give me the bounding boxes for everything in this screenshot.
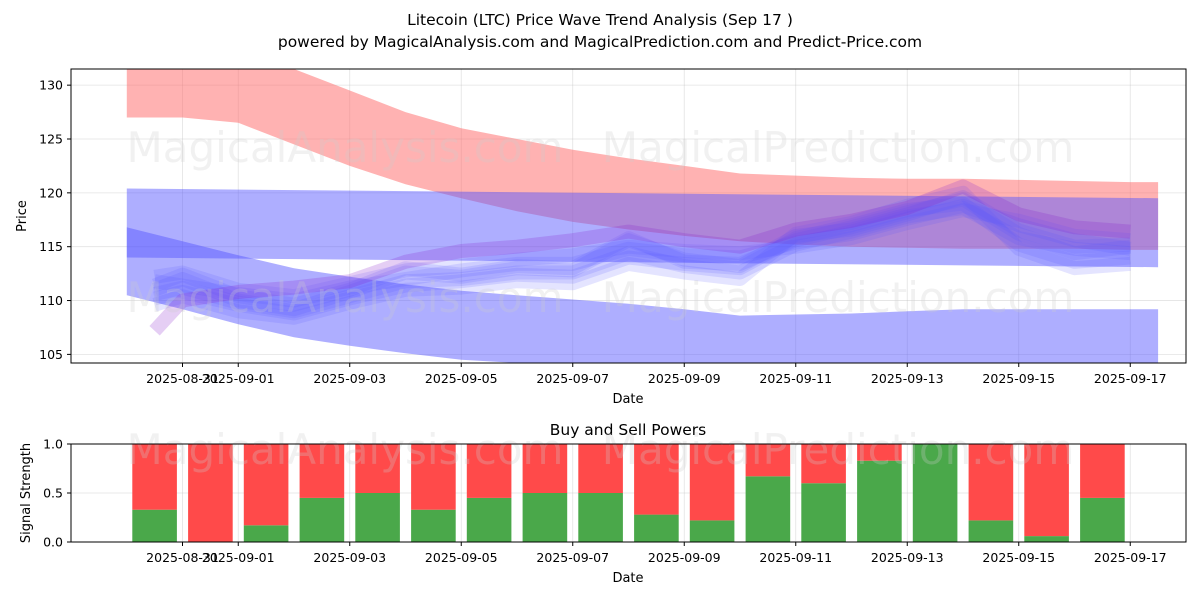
buy-bar xyxy=(634,514,679,542)
sell-bar xyxy=(132,444,177,510)
watermark-analysis-mid: MagicalAnalysis.com xyxy=(127,273,564,322)
buy-bar xyxy=(912,444,958,542)
signal-x-tick-label: 2025-08-31 xyxy=(146,550,219,565)
buy-bar xyxy=(299,497,345,542)
buy-bar xyxy=(522,493,568,542)
signal-x-axis-label: Date xyxy=(612,571,643,586)
signal-y-tick-label: 0.5 xyxy=(43,486,63,501)
buy-bar xyxy=(1024,536,1069,542)
buy-bar xyxy=(466,497,512,542)
price-x-tick-label: 2025-09-09 xyxy=(648,371,721,386)
price-x-tick-label: 2025-09-15 xyxy=(982,371,1055,386)
price-y-tick-label: 120 xyxy=(39,185,63,200)
signal-x-tick-label: 2025-09-03 xyxy=(313,550,386,565)
watermark-prediction-mid: MagicalPrediction.com xyxy=(602,273,1075,322)
buy-bar xyxy=(578,493,623,542)
sell-bar xyxy=(801,444,846,484)
signal-x-tick-label: 2025-09-07 xyxy=(536,550,609,565)
watermark-analysis-top: MagicalAnalysis.com xyxy=(127,123,564,172)
signal-y-tick-label: 1.0 xyxy=(43,437,63,452)
price-wave-line-6 xyxy=(152,192,1132,312)
price-x-tick-label: 2025-08-31 xyxy=(146,371,219,386)
sell-bar xyxy=(243,444,289,526)
buy-bar xyxy=(968,520,1014,542)
signal-y-tick-label: 0.0 xyxy=(43,535,63,550)
signal-x-tick-label: 2025-09-09 xyxy=(648,550,721,565)
sell-bar xyxy=(522,444,568,493)
price-plot-frame xyxy=(70,68,1187,364)
signal-x-tick-label: 2025-09-05 xyxy=(425,550,498,565)
price-band-3 xyxy=(126,227,1159,363)
buy-bar xyxy=(355,493,400,542)
sell-bar xyxy=(355,444,400,493)
price-x-tick-label: 2025-09-13 xyxy=(871,371,944,386)
buy-bar xyxy=(801,483,846,542)
buy-bar xyxy=(1080,497,1125,542)
sell-bar xyxy=(299,444,345,498)
price-wave-line-1 xyxy=(152,190,1131,317)
signal-x-tick-label: 2025-09-15 xyxy=(982,550,1055,565)
price-x-tick-label: 2025-09-17 xyxy=(1094,371,1167,386)
buy-bar xyxy=(243,525,289,542)
sell-bar xyxy=(857,444,902,461)
price-y-axis-label: Price xyxy=(15,200,30,232)
signal-x-tick-label: 2025-09-01 xyxy=(202,550,275,565)
buy-bar xyxy=(857,460,902,542)
sell-bar xyxy=(411,444,456,510)
price-wave-line-4 xyxy=(153,203,1131,304)
signal-x-tick-label: 2025-09-11 xyxy=(759,550,832,565)
price-y-tick-label: 125 xyxy=(39,132,63,147)
price-panel: MagicalAnalysis.com MagicalPrediction.co… xyxy=(15,68,1187,407)
price-x-axis-label: Date xyxy=(612,392,643,407)
price-wave-line-3 xyxy=(153,196,1131,321)
price-y-tick-label: 115 xyxy=(39,239,63,254)
price-y-axis-ticks: 105 110 115 120 125 130 xyxy=(39,78,71,362)
signal-x-tick-label: 2025-09-17 xyxy=(1094,550,1167,565)
signal-panel-title: Buy and Sell Powers xyxy=(550,421,707,439)
price-x-tick-label: 2025-09-01 xyxy=(202,371,275,386)
price-wave-line-2 xyxy=(153,198,1132,308)
price-y-tick-label: 130 xyxy=(39,78,63,93)
price-band-2 xyxy=(126,188,1159,268)
price-wave-line-8 xyxy=(149,179,1131,336)
sell-bar xyxy=(466,444,512,498)
signal-bars xyxy=(132,444,1125,542)
signal-panel: Buy and Sell Powers MagicalAnalysis.com … xyxy=(19,421,1187,586)
sell-bar xyxy=(745,444,791,477)
sell-bar xyxy=(689,444,735,521)
buy-bar xyxy=(689,520,735,542)
sell-bar xyxy=(1024,444,1069,537)
signal-y-axis-label: Signal Strength xyxy=(19,443,34,543)
watermark-analysis-bottom: MagicalAnalysis.com xyxy=(127,425,564,474)
price-wave-line-7 xyxy=(153,200,1131,319)
price-waves xyxy=(149,179,1132,336)
watermark-prediction-bottom: MagicalPrediction.com xyxy=(602,425,1075,474)
sell-bar xyxy=(188,444,233,542)
sell-bar xyxy=(1080,444,1125,498)
sell-bar xyxy=(578,444,623,493)
price-y-tick-label: 110 xyxy=(39,293,63,308)
price-x-tick-label: 2025-09-05 xyxy=(425,371,498,386)
price-band-1 xyxy=(126,69,1159,250)
sell-bar xyxy=(968,444,1014,521)
price-wave-line-5 xyxy=(152,185,1131,325)
price-bands xyxy=(126,69,1159,363)
price-y-tick-label: 105 xyxy=(39,347,63,362)
buy-bar xyxy=(411,509,456,542)
buy-bar xyxy=(745,476,791,542)
watermark-prediction-top: MagicalPrediction.com xyxy=(602,123,1075,172)
signal-x-tick-label: 2025-09-13 xyxy=(871,550,944,565)
price-x-tick-label: 2025-09-11 xyxy=(759,371,832,386)
sell-bar xyxy=(634,444,679,515)
price-x-tick-label: 2025-09-03 xyxy=(313,371,386,386)
price-x-tick-label: 2025-09-07 xyxy=(536,371,609,386)
signal-y-axis-ticks: 0.0 0.5 1.0 xyxy=(43,437,71,550)
buy-bar xyxy=(132,509,177,542)
chart-subtitle: powered by MagicalAnalysis.com and Magic… xyxy=(278,33,922,51)
chart-title: Litecoin (LTC) Price Wave Trend Analysis… xyxy=(407,11,793,29)
